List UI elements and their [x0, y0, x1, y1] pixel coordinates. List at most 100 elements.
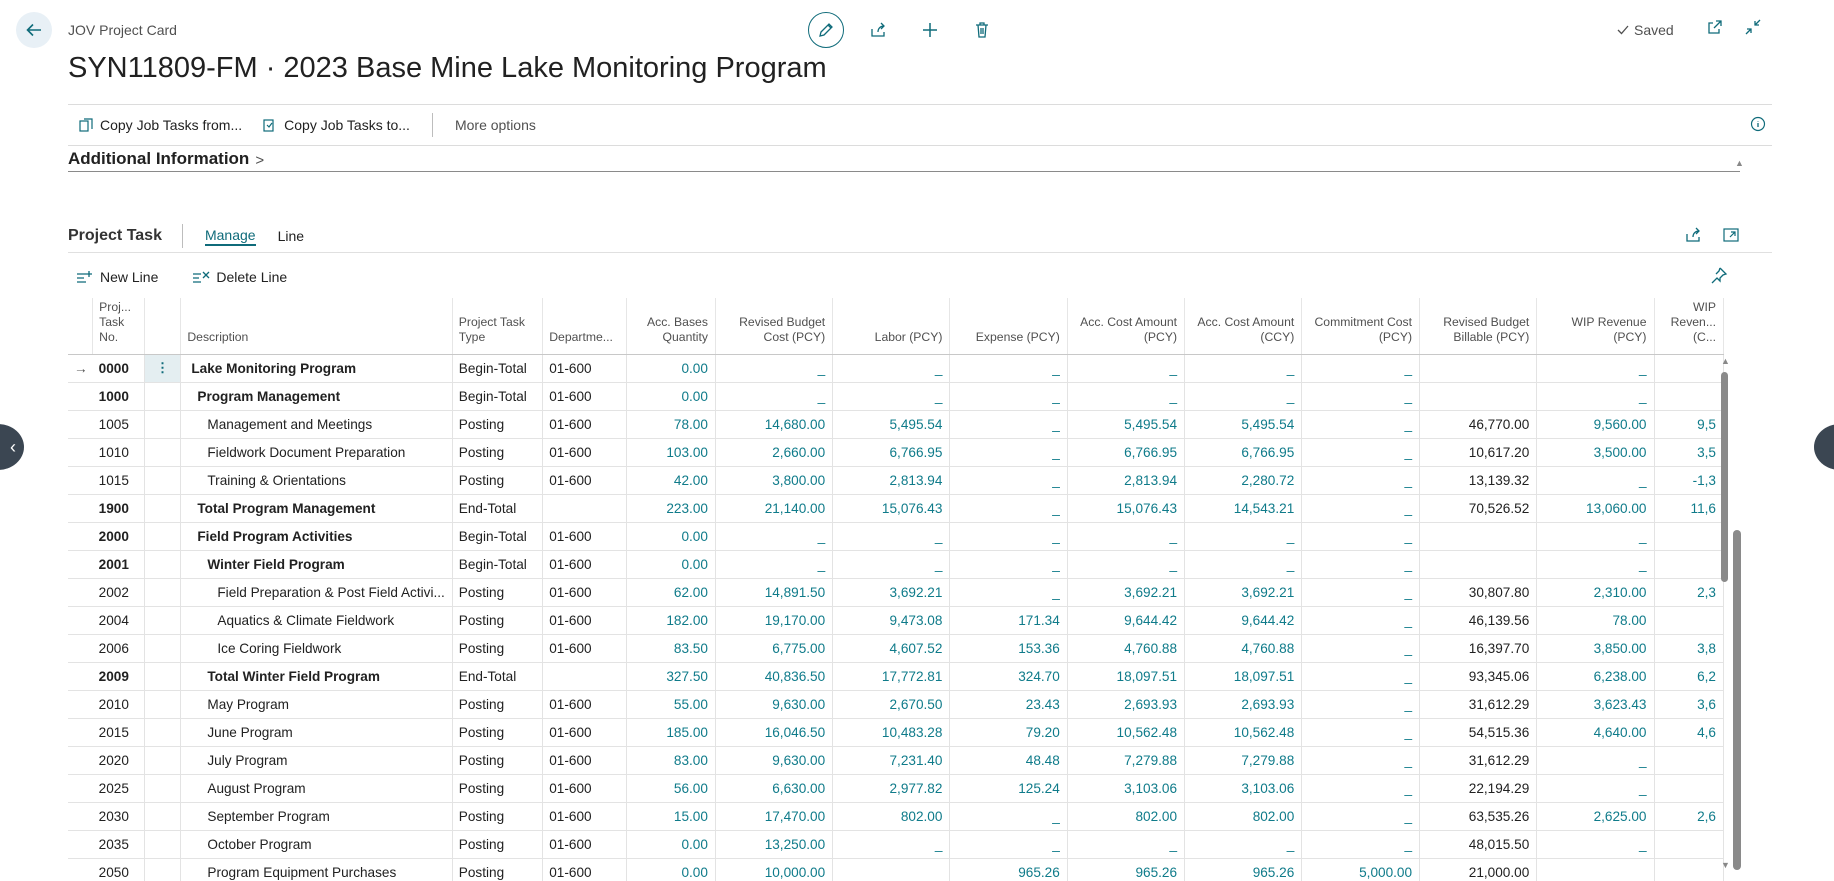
cell-qty[interactable]: 0.00 [626, 550, 716, 579]
cell-billable[interactable]: 13,139.32 [1419, 466, 1538, 495]
cell-budget[interactable]: 21,140.00 [715, 494, 834, 523]
cell-task-no[interactable]: 2020 [92, 746, 145, 775]
cell-billable[interactable]: 22,194.29 [1419, 774, 1538, 803]
cell-acc-ccy[interactable]: 802.00 [1184, 802, 1303, 831]
cell-wip-c[interactable]: -1,3 [1654, 466, 1724, 495]
cell-acc-ccy[interactable]: 4,760.88 [1184, 634, 1303, 663]
cell-acc-pcy[interactable]: 2,693.93 [1067, 690, 1186, 719]
cell-description[interactable]: Field Preparation & Post Field Activi... [180, 578, 453, 607]
col-wip-revenue-ccy[interactable]: WIP Reven... (C... [1654, 298, 1724, 355]
cell-labor[interactable]: 4,607.52 [832, 634, 951, 663]
cell-labor[interactable]: 7,231.40 [832, 746, 951, 775]
cell-acc-pcy[interactable]: 10,562.48 [1067, 718, 1186, 747]
cell-acc-pcy[interactable]: _ [1067, 830, 1186, 859]
cell-expense[interactable]: _ [949, 830, 1068, 859]
page-scrollbar-thumb[interactable] [1733, 530, 1741, 870]
cell-billable[interactable]: 70,526.52 [1419, 494, 1538, 523]
cell-description[interactable]: Field Program Activities [180, 522, 453, 551]
cell-acc-ccy[interactable]: 3,692.21 [1184, 578, 1303, 607]
cell-description[interactable]: Winter Field Program [180, 550, 453, 579]
cell-task-no[interactable]: 2002 [92, 578, 145, 607]
cell-billable[interactable] [1419, 354, 1538, 383]
cell-labor[interactable]: 3,692.21 [832, 578, 951, 607]
table-row[interactable]: 1010 Fieldwork Document Preparation Postin… [68, 438, 1724, 467]
cell-acc-pcy[interactable]: _ [1067, 382, 1186, 411]
cell-wip-c[interactable]: 11,6 [1654, 494, 1724, 523]
cell-wip[interactable]: _ [1536, 550, 1655, 579]
cell-task-type[interactable]: Posting [452, 438, 544, 467]
cell-qty[interactable]: 0.00 [626, 382, 716, 411]
cell-labor[interactable] [832, 858, 951, 881]
table-row[interactable]: 1005 Management and Meetings Posting 01-600… [68, 410, 1724, 439]
cell-acc-ccy[interactable]: _ [1184, 382, 1303, 411]
cell-description[interactable]: May Program [180, 690, 453, 719]
cell-wip[interactable]: 13,060.00 [1536, 494, 1655, 523]
info-icon[interactable] [1750, 116, 1766, 132]
cell-commit[interactable]: _ [1301, 690, 1421, 719]
cell-expense[interactable]: 324.70 [949, 662, 1068, 691]
col-task-no[interactable]: Proj... Task No. [92, 298, 145, 355]
cell-department[interactable]: 01-600 [542, 522, 627, 551]
cell-expense[interactable]: _ [949, 466, 1068, 495]
cell-task-type[interactable]: Begin-Total [452, 522, 544, 551]
cell-department[interactable]: 01-600 [542, 410, 627, 439]
table-row[interactable]: → 0000 ⋮ Lake Monitoring Program Begin-Total… [68, 354, 1724, 383]
cell-task-type[interactable]: Posting [452, 466, 544, 495]
cell-budget[interactable]: 14,680.00 [715, 410, 834, 439]
cell-department[interactable]: 01-600 [542, 634, 627, 663]
cell-acc-ccy[interactable]: _ [1184, 830, 1303, 859]
cell-task-type[interactable]: Posting [452, 690, 544, 719]
cell-task-type[interactable]: Posting [452, 410, 544, 439]
page-scroll-up-icon[interactable]: ▲ [1735, 158, 1744, 168]
table-row[interactable]: 2004 Aquatics & Climate Fieldwork Posting 0… [68, 606, 1724, 635]
cell-labor[interactable]: 10,483.28 [832, 718, 951, 747]
cell-billable[interactable]: 54,515.36 [1419, 718, 1538, 747]
cell-labor[interactable]: 2,813.94 [832, 466, 951, 495]
cell-wip[interactable]: _ [1536, 746, 1655, 775]
cell-wip[interactable]: 4,640.00 [1536, 718, 1655, 747]
cell-wip[interactable]: 2,310.00 [1536, 578, 1655, 607]
cell-acc-ccy[interactable]: 2,280.72 [1184, 466, 1303, 495]
cell-commit[interactable]: _ [1301, 830, 1421, 859]
cell-billable[interactable]: 16,397.70 [1419, 634, 1538, 663]
cell-billable[interactable]: 93,345.06 [1419, 662, 1538, 691]
open-new-window-icon[interactable] [1706, 18, 1724, 36]
cell-commit[interactable]: _ [1301, 522, 1421, 551]
table-row[interactable]: 2001 Winter Field Program Begin-Total 01-60… [68, 550, 1724, 579]
cell-commit[interactable]: _ [1301, 578, 1421, 607]
cell-wip[interactable]: 9,560.00 [1536, 410, 1655, 439]
cell-wip[interactable]: 3,850.00 [1536, 634, 1655, 663]
cell-task-type[interactable]: Posting [452, 578, 544, 607]
cell-commit[interactable]: _ [1301, 466, 1421, 495]
personalize-icon[interactable] [1710, 266, 1728, 284]
cell-wip[interactable]: _ [1536, 466, 1655, 495]
cell-acc-pcy[interactable]: 3,692.21 [1067, 578, 1186, 607]
table-row[interactable]: 1015 Training & Orientations Posting 01-600… [68, 466, 1724, 495]
cell-commit[interactable]: _ [1301, 802, 1421, 831]
edit-button[interactable] [808, 12, 844, 48]
cell-acc-pcy[interactable]: _ [1067, 550, 1186, 579]
cell-budget[interactable]: _ [715, 550, 834, 579]
cell-wip-c[interactable] [1654, 550, 1724, 579]
cell-labor[interactable]: 9,473.08 [832, 606, 951, 635]
cell-qty[interactable]: 62.00 [626, 578, 716, 607]
cell-budget[interactable]: _ [715, 522, 834, 551]
cell-commit[interactable]: _ [1301, 438, 1421, 467]
cell-wip[interactable]: _ [1536, 774, 1655, 803]
cell-acc-ccy[interactable]: 6,766.95 [1184, 438, 1303, 467]
cell-billable[interactable]: 10,617.20 [1419, 438, 1538, 467]
cell-wip-c[interactable]: 2,3 [1654, 578, 1724, 607]
cell-acc-pcy[interactable]: 2,813.94 [1067, 466, 1186, 495]
cell-billable[interactable]: 30,807.80 [1419, 578, 1538, 607]
col-acc-cost-pcy[interactable]: Acc. Cost Amount (PCY) [1067, 298, 1186, 355]
cell-wip[interactable]: 78.00 [1536, 606, 1655, 635]
cell-labor[interactable]: _ [832, 382, 951, 411]
cell-wip-c[interactable] [1654, 354, 1724, 383]
share-icon[interactable] [1684, 226, 1702, 244]
cell-billable[interactable]: 46,770.00 [1419, 410, 1538, 439]
cell-labor[interactable]: 802.00 [832, 802, 951, 831]
cell-qty[interactable]: 182.00 [626, 606, 716, 635]
cell-billable[interactable]: 31,612.29 [1419, 690, 1538, 719]
cell-acc-ccy[interactable]: 3,103.06 [1184, 774, 1303, 803]
cell-task-type[interactable]: Begin-Total [452, 550, 544, 579]
